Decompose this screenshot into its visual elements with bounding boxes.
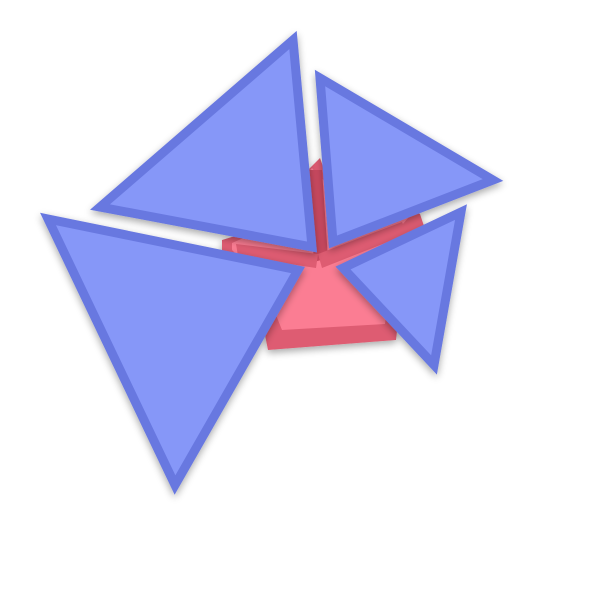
piece-small-right[interactable] (335, 204, 467, 375)
target-ridge-left (236, 244, 318, 268)
piece-large-left[interactable] (40, 212, 305, 495)
target-ridge-right (318, 222, 408, 268)
piece-top-right[interactable] (314, 69, 504, 249)
piece-top-left[interactable] (90, 30, 318, 253)
